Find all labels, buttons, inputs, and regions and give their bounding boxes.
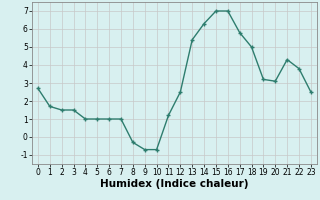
X-axis label: Humidex (Indice chaleur): Humidex (Indice chaleur)	[100, 179, 249, 189]
